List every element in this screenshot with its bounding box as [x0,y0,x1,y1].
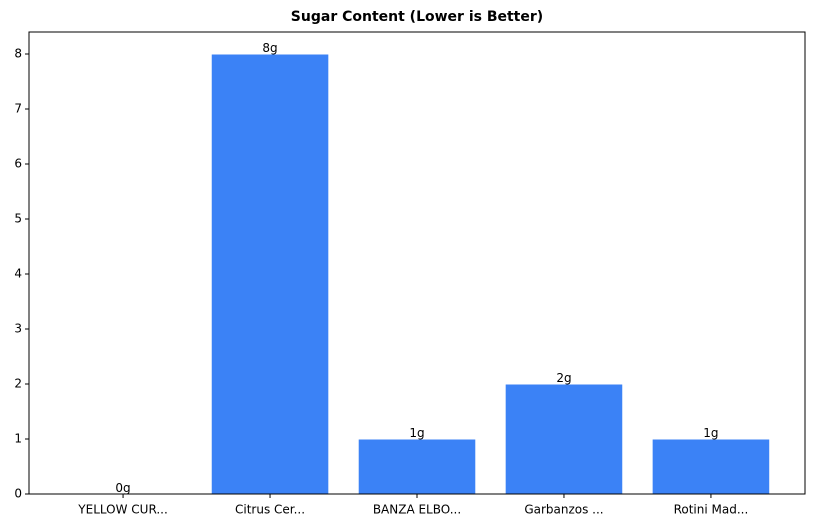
x-tick-label: BANZA ELBO... [373,503,461,517]
chart-title: Sugar Content (Lower is Better) [291,9,543,25]
y-tick-label: 3 [14,322,22,336]
bar [504,383,624,495]
bar [210,53,330,495]
x-tick-label: Rotini Mad... [674,503,749,517]
y-tick-label: 0 [14,487,22,501]
x-tick-label: YELLOW CUR... [77,503,168,517]
value-label: 1g [703,426,718,440]
y-tick-label: 8 [14,47,22,61]
value-label: 2g [556,371,571,385]
value-label: 0g [115,481,130,495]
bar [357,438,477,495]
plot-frame [28,31,806,495]
y-tick-label: 6 [14,157,22,171]
x-tick-label: Garbanzos ... [524,503,603,517]
y-tick-label: 2 [14,377,22,391]
y-tick-label: 7 [14,102,22,116]
value-label: 1g [409,426,424,440]
y-tick-label: 1 [14,432,22,446]
bar [651,438,771,495]
y-tick-label: 4 [14,267,22,281]
value-label: 8g [262,41,277,55]
x-tick-label: Citrus Cer... [235,503,305,517]
y-tick-label: 5 [14,212,22,226]
